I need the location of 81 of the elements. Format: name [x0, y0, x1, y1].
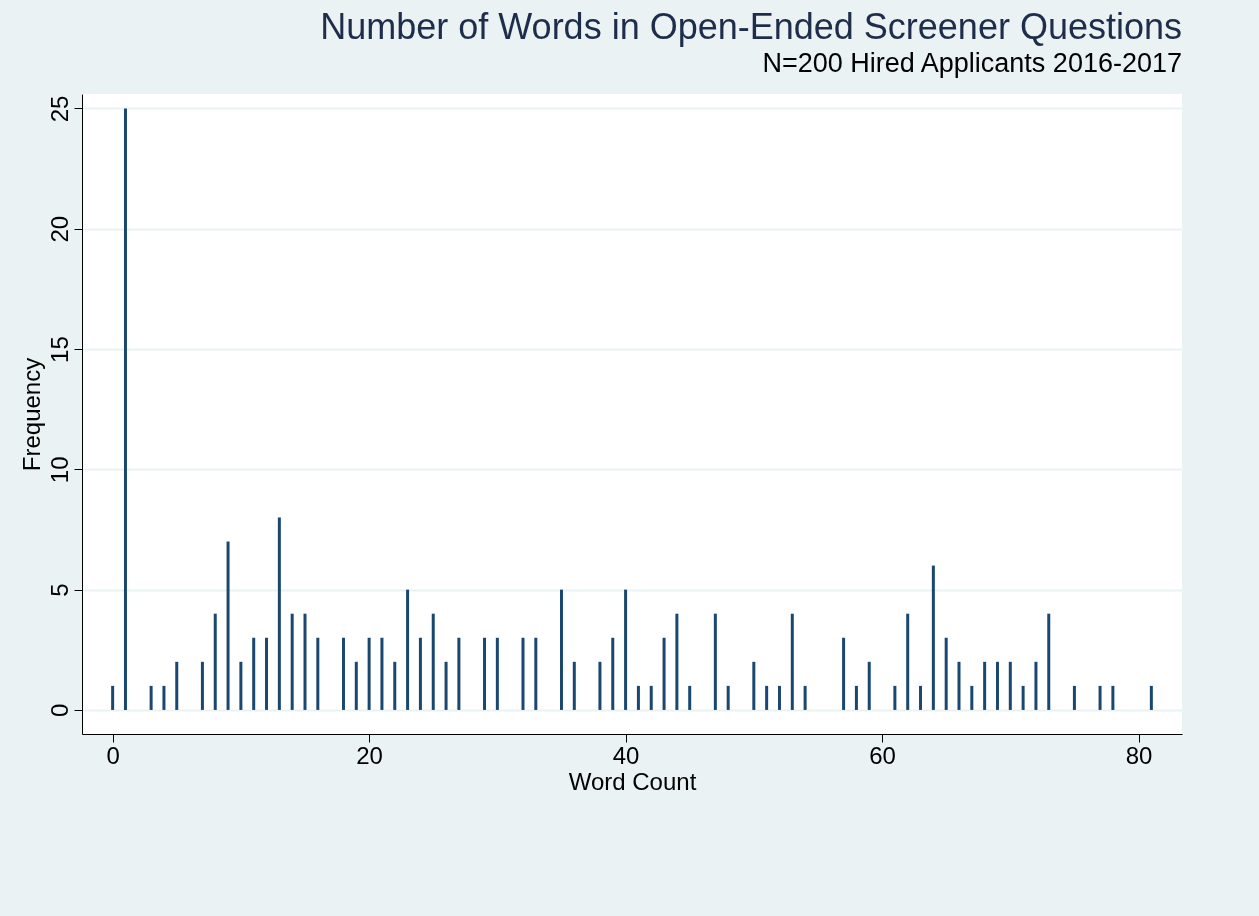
bar	[1149, 685, 1153, 710]
bar	[713, 613, 717, 710]
bar	[598, 661, 602, 710]
bar	[431, 613, 435, 710]
bar	[559, 589, 563, 710]
bar	[957, 661, 961, 710]
bar	[1072, 685, 1076, 710]
bar	[213, 613, 217, 710]
bar	[983, 661, 987, 710]
y-tick-label: 0	[45, 703, 73, 718]
bar	[803, 685, 807, 710]
bar	[624, 589, 628, 710]
bar	[354, 661, 358, 710]
chart-subtitle: N=200 Hired Applicants 2016-2017	[762, 48, 1182, 78]
bar	[367, 637, 371, 710]
bar	[611, 637, 615, 710]
bar	[239, 661, 243, 710]
bar	[200, 661, 204, 710]
chart-title: Number of Words in Open-Ended Screener Questions	[320, 6, 1182, 47]
bar	[944, 637, 948, 710]
bar	[662, 637, 666, 710]
bar	[123, 108, 127, 710]
bar	[790, 613, 794, 710]
bar	[854, 685, 858, 710]
bar	[290, 613, 294, 710]
bar	[252, 637, 256, 710]
y-tick-label: 10	[45, 456, 73, 484]
bar	[995, 661, 999, 710]
bar	[765, 685, 769, 710]
bar	[726, 685, 730, 710]
bar	[111, 685, 115, 710]
bar	[495, 637, 499, 710]
x-tick-label: 20	[356, 741, 383, 769]
bar	[393, 661, 397, 710]
bar	[688, 685, 692, 710]
bar	[341, 637, 345, 710]
bar	[752, 661, 756, 710]
x-tick-label: 60	[869, 741, 896, 769]
bar	[265, 637, 269, 710]
y-tick-label: 20	[45, 215, 73, 243]
bar	[1034, 661, 1038, 710]
bar	[418, 637, 422, 710]
bar	[636, 685, 640, 710]
bar	[457, 637, 461, 710]
bar	[483, 637, 487, 710]
y-tick-label: 5	[45, 583, 73, 597]
bar	[1098, 685, 1102, 710]
bar	[675, 613, 679, 710]
bar	[1008, 661, 1012, 710]
bar	[380, 637, 384, 710]
bar	[226, 541, 230, 710]
bar	[277, 517, 281, 710]
x-tick-label: 40	[612, 741, 640, 769]
bar	[521, 637, 525, 710]
y-tick-label: 15	[45, 336, 73, 363]
bar	[162, 685, 166, 710]
bar	[970, 685, 974, 710]
bar	[149, 685, 153, 710]
x-tick-label: 0	[106, 741, 120, 769]
bar	[777, 685, 781, 710]
bar	[572, 661, 576, 710]
bar	[893, 685, 897, 710]
x-axis-title: Word Count	[568, 767, 697, 795]
bar	[842, 637, 846, 710]
bar	[649, 685, 653, 710]
bar	[406, 589, 410, 710]
bar	[906, 613, 910, 710]
y-axis-title: Frequency	[17, 357, 45, 472]
x-tick-label: 80	[1125, 741, 1153, 769]
bar	[1047, 613, 1051, 710]
bar	[1111, 685, 1115, 710]
bar	[175, 661, 179, 710]
bar	[303, 613, 307, 710]
y-tick-label: 25	[45, 95, 73, 123]
bar	[867, 661, 871, 710]
bar	[1021, 685, 1025, 710]
bar	[534, 637, 538, 710]
bar	[931, 565, 935, 710]
bar	[919, 685, 923, 710]
bar	[316, 637, 320, 710]
bar	[444, 661, 448, 710]
